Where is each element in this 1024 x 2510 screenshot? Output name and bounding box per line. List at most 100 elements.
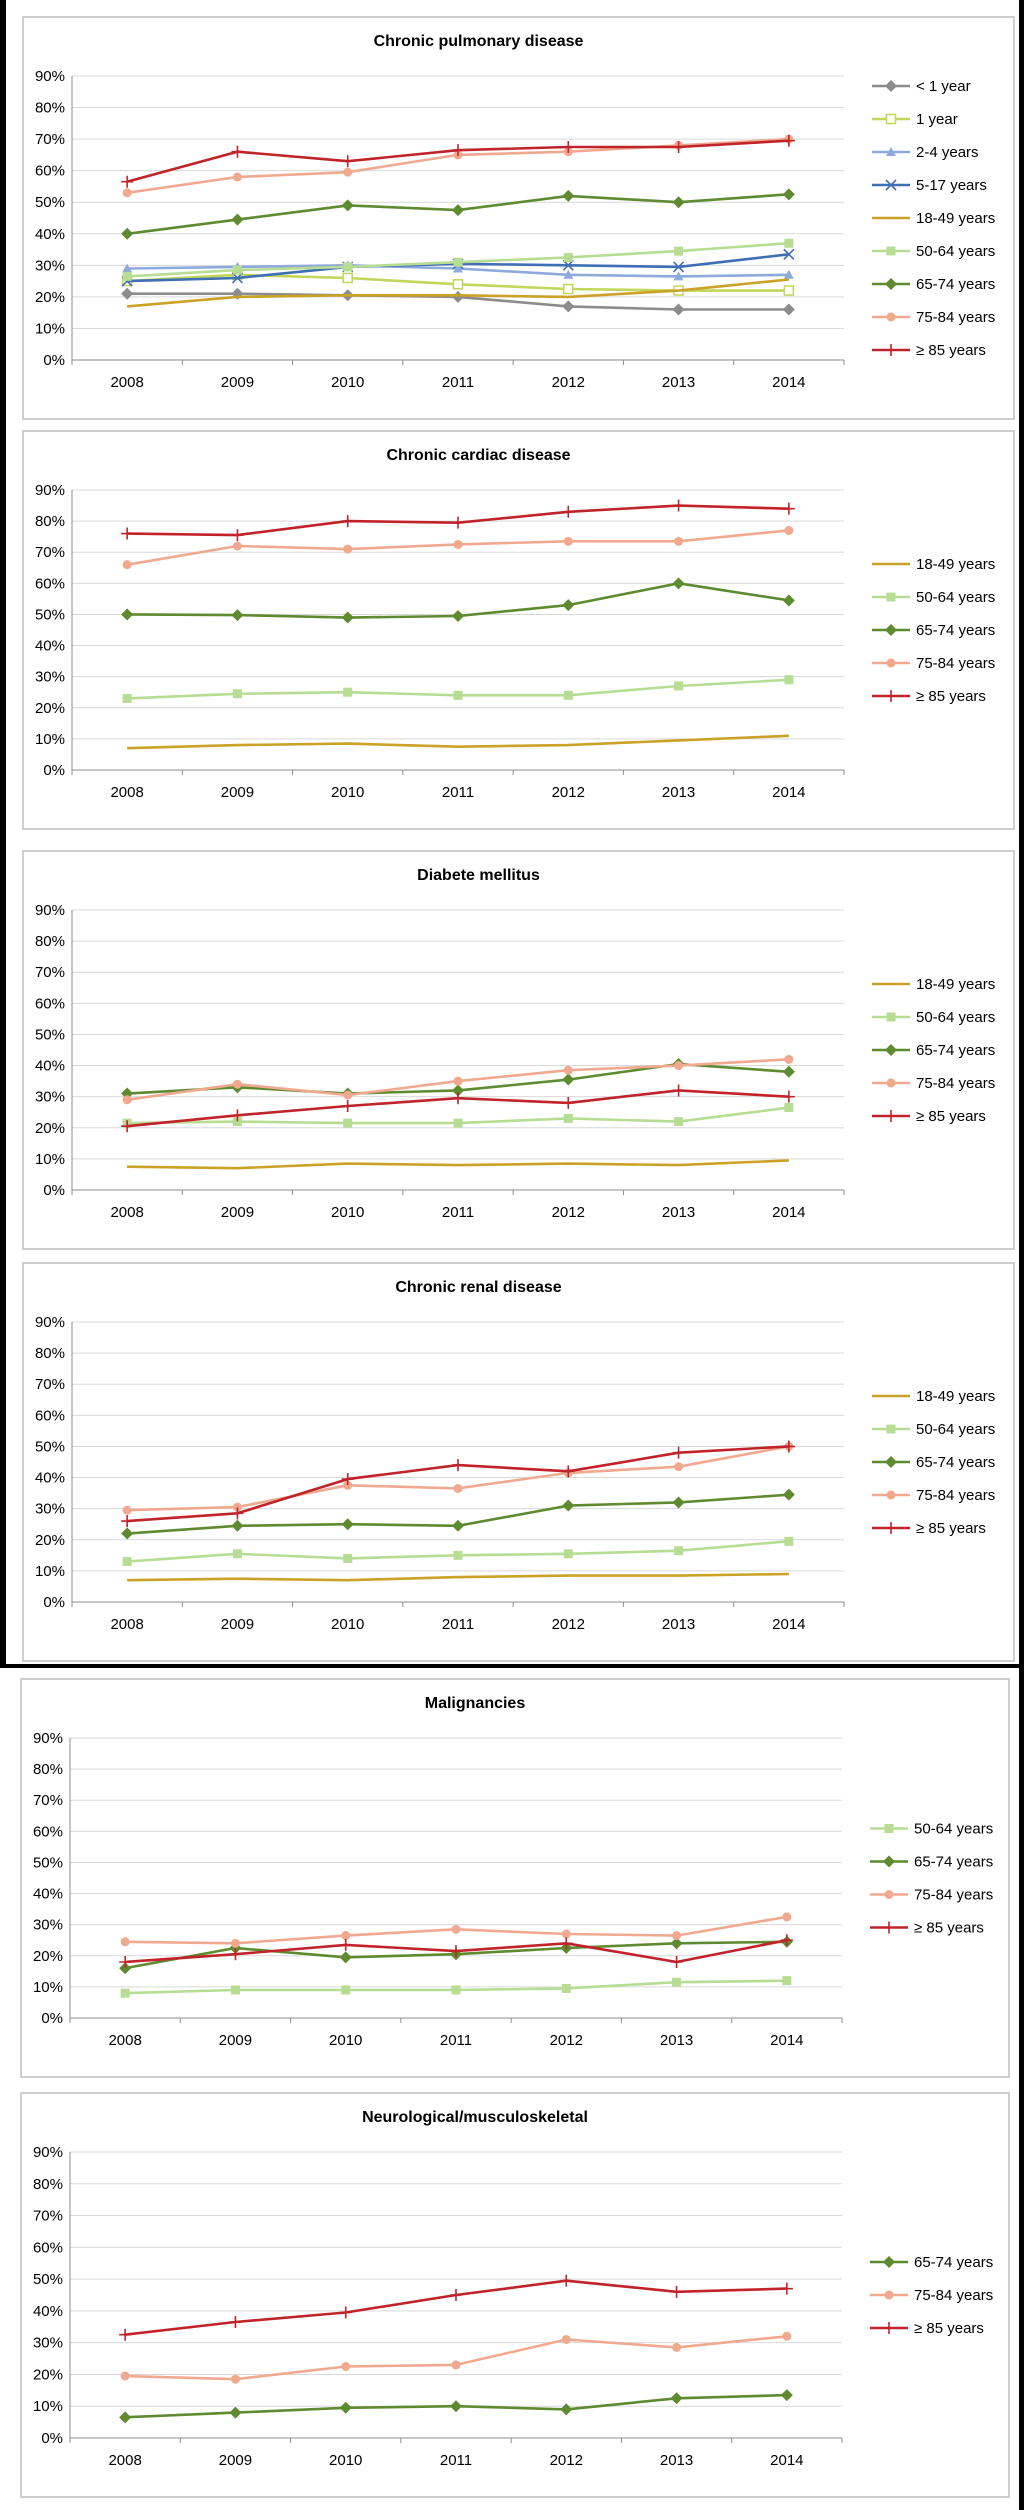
- y-tick-label: 70%: [35, 544, 65, 561]
- data-point: [670, 1937, 683, 1950]
- legend-label: 50-64 years: [916, 1009, 995, 1026]
- y-tick-label: 60%: [35, 163, 65, 180]
- x-tick-label: 2013: [662, 374, 695, 391]
- data-point: [563, 1549, 573, 1559]
- series-3: [122, 1054, 794, 1105]
- x-tick-label: 2011: [440, 2452, 472, 2469]
- y-tick-label: 80%: [35, 100, 65, 117]
- data-point: [121, 1515, 134, 1528]
- x-tick-label: 2010: [329, 2452, 362, 2469]
- data-point: [231, 1109, 244, 1122]
- data-point: [452, 204, 464, 217]
- y-tick-label: 30%: [33, 2335, 63, 2352]
- data-point: [452, 1459, 464, 1472]
- y-tick-label: 40%: [35, 226, 65, 243]
- data-point: [339, 1951, 352, 1964]
- data-point: [562, 300, 575, 313]
- data-point: [782, 2331, 792, 2341]
- data-point: [121, 1527, 134, 1540]
- legend-label: 18-49 years: [916, 556, 995, 573]
- series-4: [121, 1440, 795, 1528]
- data-point: [231, 1507, 244, 1520]
- data-point: [339, 2401, 352, 2414]
- y-tick-label: 60%: [35, 1407, 65, 1424]
- legend-marker: [884, 1890, 894, 1899]
- data-point: [453, 1550, 463, 1560]
- legend-label: 50-64 years: [916, 589, 995, 606]
- data-point: [122, 271, 132, 281]
- data-point: [120, 1937, 130, 1947]
- legend-item: 65-74 years: [872, 1042, 995, 1059]
- y-tick-label: 80%: [35, 1345, 65, 1362]
- chart-panel-border: [20, 2092, 1010, 2498]
- chart-panel-6: Neurological/musculoskeletal 0% 10% 20% 30% 4…: [20, 2092, 1010, 2498]
- data-point: [453, 263, 463, 273]
- legend-label: 65-74 years: [916, 1454, 995, 1471]
- series-6: [121, 188, 795, 240]
- legend-item: 75-84 years: [870, 2287, 993, 2304]
- series-1: [122, 675, 794, 703]
- data-point: [341, 1473, 354, 1486]
- legend-item: 50-64 years: [872, 589, 995, 606]
- data-point: [562, 599, 575, 612]
- y-tick-label: 40%: [33, 2303, 63, 2320]
- y-tick-label: 20%: [35, 289, 65, 306]
- series-2: [119, 2274, 793, 2341]
- data-point: [562, 1073, 575, 1086]
- legend-item: 18-49 years: [872, 556, 995, 573]
- chart-title: Chronic pulmonary disease: [374, 33, 584, 50]
- data-point: [562, 1465, 575, 1478]
- x-tick-label: 2009: [221, 1616, 254, 1633]
- data-point: [229, 1948, 242, 1961]
- data-point: [782, 1976, 792, 1986]
- legend-item: 50-64 years: [872, 243, 995, 260]
- x-tick-label: 2014: [772, 1616, 805, 1633]
- x-tick-label: 2012: [552, 374, 585, 391]
- x-tick-label: 2012: [552, 1204, 585, 1221]
- data-point: [341, 1985, 351, 1995]
- data-point: [119, 2328, 132, 2341]
- legend-label: 50-64 years: [914, 1821, 993, 1838]
- legend-marker: [885, 1044, 897, 1056]
- legend-marker: [884, 2290, 894, 2300]
- y-tick-label: 0%: [43, 1594, 65, 1611]
- data-point: [121, 527, 134, 540]
- data-point: [232, 1502, 242, 1512]
- data-point: [343, 687, 353, 697]
- y-tick-label: 50%: [35, 606, 65, 623]
- x-tick-label: 2014: [770, 2032, 803, 2049]
- legend-label: 65-74 years: [916, 622, 995, 639]
- legend-marker: [884, 1824, 894, 1833]
- legend-marker: [886, 658, 896, 668]
- data-point: [783, 269, 794, 279]
- data-point: [452, 1092, 464, 1105]
- data-point: [341, 155, 354, 168]
- series-3: [119, 1934, 793, 1968]
- data-point: [452, 1519, 464, 1532]
- x-tick-label: 2010: [331, 1204, 364, 1221]
- series-0: [119, 2389, 793, 2424]
- x-tick-label: 2011: [442, 784, 474, 801]
- legend-label: 65-74 years: [916, 276, 995, 293]
- legend-marker: [885, 1522, 897, 1534]
- data-point: [229, 2316, 242, 2329]
- data-point: [450, 1945, 462, 1958]
- data-point: [672, 1084, 685, 1097]
- data-point: [343, 262, 353, 272]
- data-point: [339, 2306, 352, 2319]
- legend-item: 50-64 years: [872, 1421, 995, 1438]
- series-5: [122, 238, 794, 281]
- data-point: [672, 196, 685, 209]
- data-point: [341, 2362, 351, 2371]
- data-point: [121, 175, 134, 188]
- data-point: [782, 1488, 795, 1501]
- data-point: [230, 1985, 240, 1995]
- series-4: [126, 278, 790, 308]
- data-point: [343, 1480, 353, 1490]
- data-point: [782, 1065, 795, 1078]
- data-point: [782, 134, 795, 147]
- data-point: [230, 1938, 240, 1948]
- data-point: [453, 690, 463, 700]
- data-point: [560, 2274, 573, 2287]
- data-point: [122, 1095, 132, 1105]
